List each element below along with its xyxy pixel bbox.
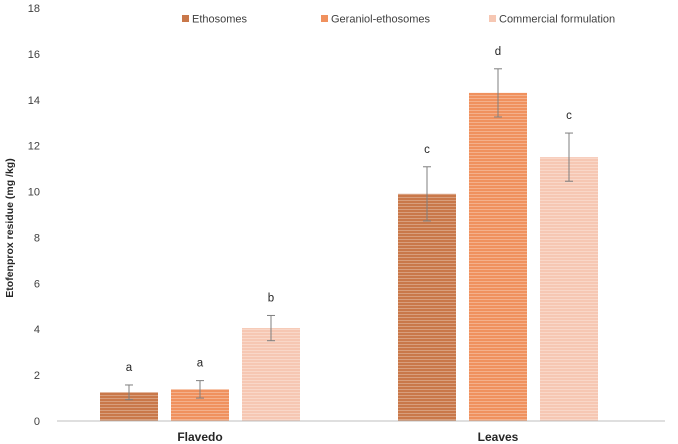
- bar-stripe-texture: [469, 92, 527, 422]
- bar-stripe-texture: [398, 193, 456, 421]
- significance-label: a: [126, 362, 133, 374]
- significance-label: a: [197, 358, 204, 370]
- x-category-label: Flavedo: [177, 430, 222, 444]
- legend-label: Ethosomes: [192, 14, 248, 26]
- y-tick-label: 10: [28, 187, 40, 199]
- bars: a c a d b c: [100, 46, 598, 422]
- y-axis-label: Etofenprox residue (mg /kg): [4, 158, 16, 297]
- bar-stripe-texture: [242, 328, 300, 421]
- legend-label: Geraniol-ethosomes: [331, 14, 431, 26]
- significance-label: b: [268, 292, 274, 304]
- significance-label: c: [566, 110, 572, 122]
- legend-swatch: [182, 15, 189, 22]
- y-tick-label: 8: [34, 232, 40, 244]
- x-axis: Flavedo Leaves: [177, 430, 518, 444]
- bar-stripe-texture: [540, 157, 598, 421]
- legend-label: Commercial formulation: [499, 14, 615, 26]
- y-tick-label: 2: [34, 370, 40, 382]
- y-axis: 0 2 4 6 8 10 12 14 16 18: [28, 3, 40, 428]
- y-tick-label: 6: [34, 278, 40, 290]
- y-tick-label: 4: [34, 324, 40, 336]
- y-tick-label: 16: [28, 49, 40, 61]
- legend-swatch: [489, 15, 496, 22]
- y-tick-label: 0: [34, 416, 40, 428]
- legend-swatch: [321, 15, 328, 22]
- legend: Ethosomes Geraniol-ethosomes Commercial fo…: [182, 14, 615, 26]
- significance-label: c: [424, 144, 430, 156]
- y-tick-label: 18: [28, 3, 40, 15]
- x-category-label: Leaves: [478, 430, 519, 444]
- y-tick-label: 12: [28, 141, 40, 153]
- y-tick-label: 14: [28, 95, 40, 107]
- significance-label: d: [495, 46, 501, 58]
